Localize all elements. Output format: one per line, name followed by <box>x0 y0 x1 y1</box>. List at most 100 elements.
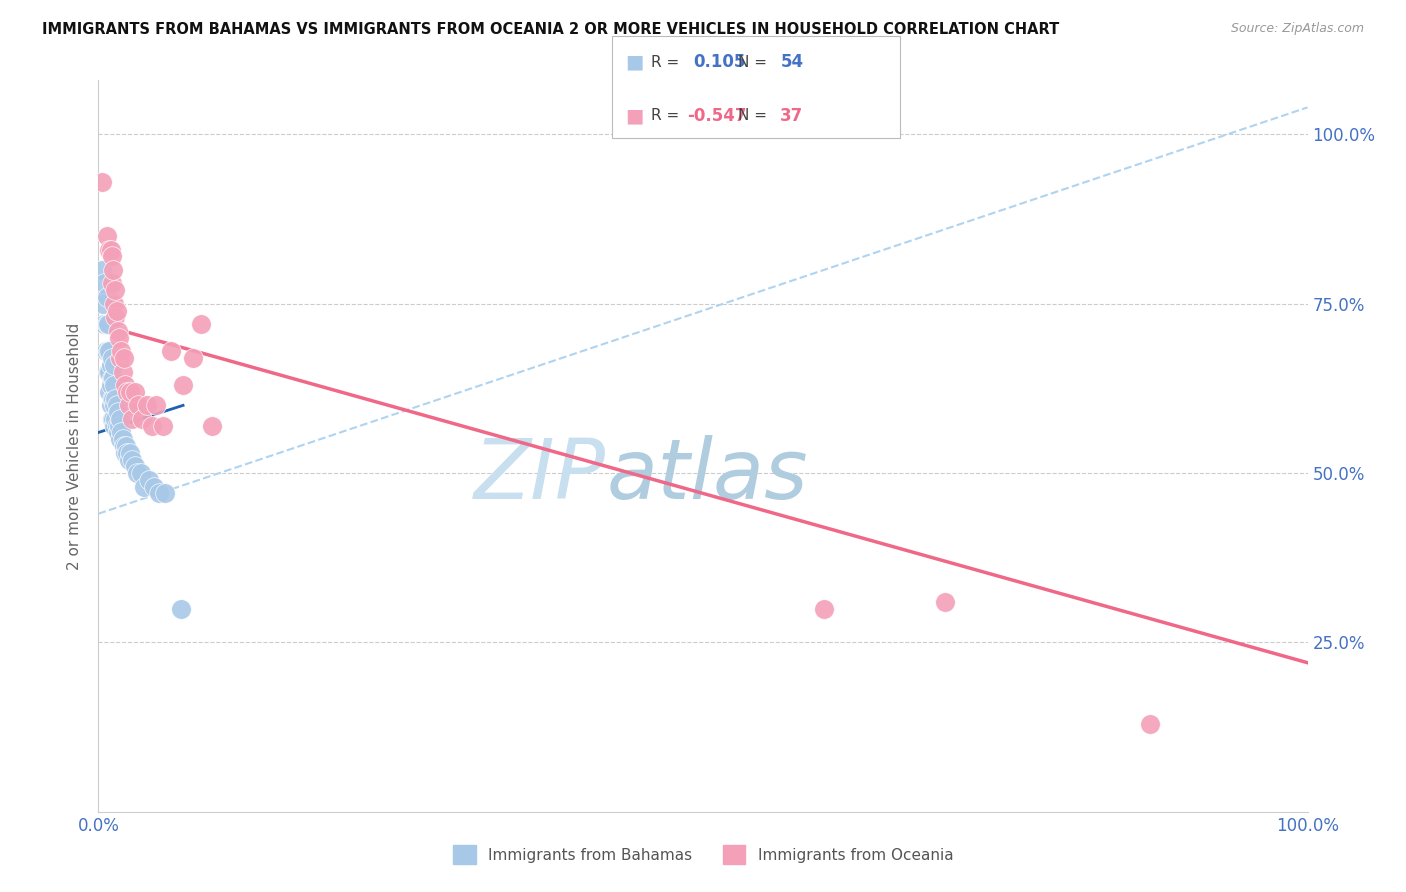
Point <box>152 418 174 433</box>
Point <box>98 344 121 359</box>
Point <box>118 452 141 467</box>
Point <box>104 310 127 325</box>
Point <box>96 290 118 304</box>
Point <box>813 601 835 615</box>
Point <box>127 398 149 412</box>
Point <box>138 473 160 487</box>
Point <box>100 277 122 291</box>
Point <box>107 405 129 419</box>
Point <box>101 263 124 277</box>
Point <box>103 358 125 372</box>
Point <box>112 351 135 365</box>
Point <box>117 446 139 460</box>
Legend: Immigrants from Bahamas, Immigrants from Oceania: Immigrants from Bahamas, Immigrants from… <box>447 839 959 870</box>
Point <box>91 297 114 311</box>
Point <box>103 398 125 412</box>
Point <box>111 364 134 378</box>
Point <box>110 344 132 359</box>
Text: 37: 37 <box>780 107 804 125</box>
Point <box>115 439 138 453</box>
Point <box>105 303 128 318</box>
Text: 0.105: 0.105 <box>693 54 745 71</box>
Point <box>135 398 157 412</box>
Point <box>97 317 120 331</box>
Point <box>118 384 141 399</box>
Point <box>104 283 127 297</box>
Point <box>103 378 125 392</box>
Point <box>101 412 124 426</box>
Point <box>94 344 117 359</box>
Point <box>98 243 121 257</box>
Point <box>160 344 183 359</box>
Point <box>108 331 131 345</box>
Point <box>169 601 191 615</box>
Text: Source: ZipAtlas.com: Source: ZipAtlas.com <box>1230 22 1364 36</box>
Point <box>105 418 128 433</box>
Point <box>107 425 129 440</box>
Point <box>96 317 118 331</box>
Point <box>114 446 136 460</box>
Point <box>134 480 156 494</box>
Point <box>934 595 956 609</box>
Text: N =: N = <box>738 109 768 123</box>
Point <box>148 486 170 500</box>
Point <box>124 459 146 474</box>
Point <box>98 384 121 399</box>
Point <box>111 432 134 446</box>
Text: ■: ■ <box>626 106 644 126</box>
Point <box>112 439 135 453</box>
Point <box>105 398 128 412</box>
Text: R =: R = <box>651 55 679 70</box>
Point <box>181 351 204 365</box>
Point <box>118 398 141 412</box>
Point <box>100 243 122 257</box>
Point <box>121 452 143 467</box>
Point <box>114 378 136 392</box>
Point <box>108 432 131 446</box>
Point <box>100 412 122 426</box>
Y-axis label: 2 or more Vehicles in Household: 2 or more Vehicles in Household <box>67 322 83 570</box>
Point <box>97 344 120 359</box>
Text: R =: R = <box>651 109 679 123</box>
Point <box>91 263 114 277</box>
Text: -0.547: -0.547 <box>688 107 747 125</box>
Point <box>101 371 124 385</box>
Point <box>100 351 122 365</box>
Text: ■: ■ <box>626 53 644 72</box>
Point <box>153 486 176 500</box>
Point <box>127 466 149 480</box>
Point <box>145 398 167 412</box>
Point <box>93 317 115 331</box>
Point <box>190 317 212 331</box>
Point <box>1139 716 1161 731</box>
Point <box>121 412 143 426</box>
Text: ZIP: ZIP <box>474 434 606 516</box>
Point <box>172 378 194 392</box>
Point <box>107 324 129 338</box>
Point <box>100 398 122 412</box>
Point <box>131 412 153 426</box>
Point <box>97 364 120 378</box>
Point <box>108 412 131 426</box>
Point <box>100 378 122 392</box>
Point <box>103 297 125 311</box>
Point <box>124 384 146 399</box>
Point <box>117 384 139 399</box>
Point <box>100 392 122 406</box>
Text: atlas: atlas <box>606 434 808 516</box>
Point <box>104 392 127 406</box>
Point <box>104 412 127 426</box>
Point <box>93 277 115 291</box>
Point <box>103 418 125 433</box>
Text: IMMIGRANTS FROM BAHAMAS VS IMMIGRANTS FROM OCEANIA 2 OR MORE VEHICLES IN HOUSEHO: IMMIGRANTS FROM BAHAMAS VS IMMIGRANTS FR… <box>42 22 1060 37</box>
Point <box>143 480 166 494</box>
Point <box>100 358 122 372</box>
Point <box>108 418 131 433</box>
Point <box>141 418 163 433</box>
Text: 54: 54 <box>780 54 803 71</box>
Point <box>100 371 122 385</box>
Point <box>110 425 132 440</box>
Point <box>129 466 152 480</box>
Point <box>91 175 114 189</box>
Point <box>98 364 121 378</box>
